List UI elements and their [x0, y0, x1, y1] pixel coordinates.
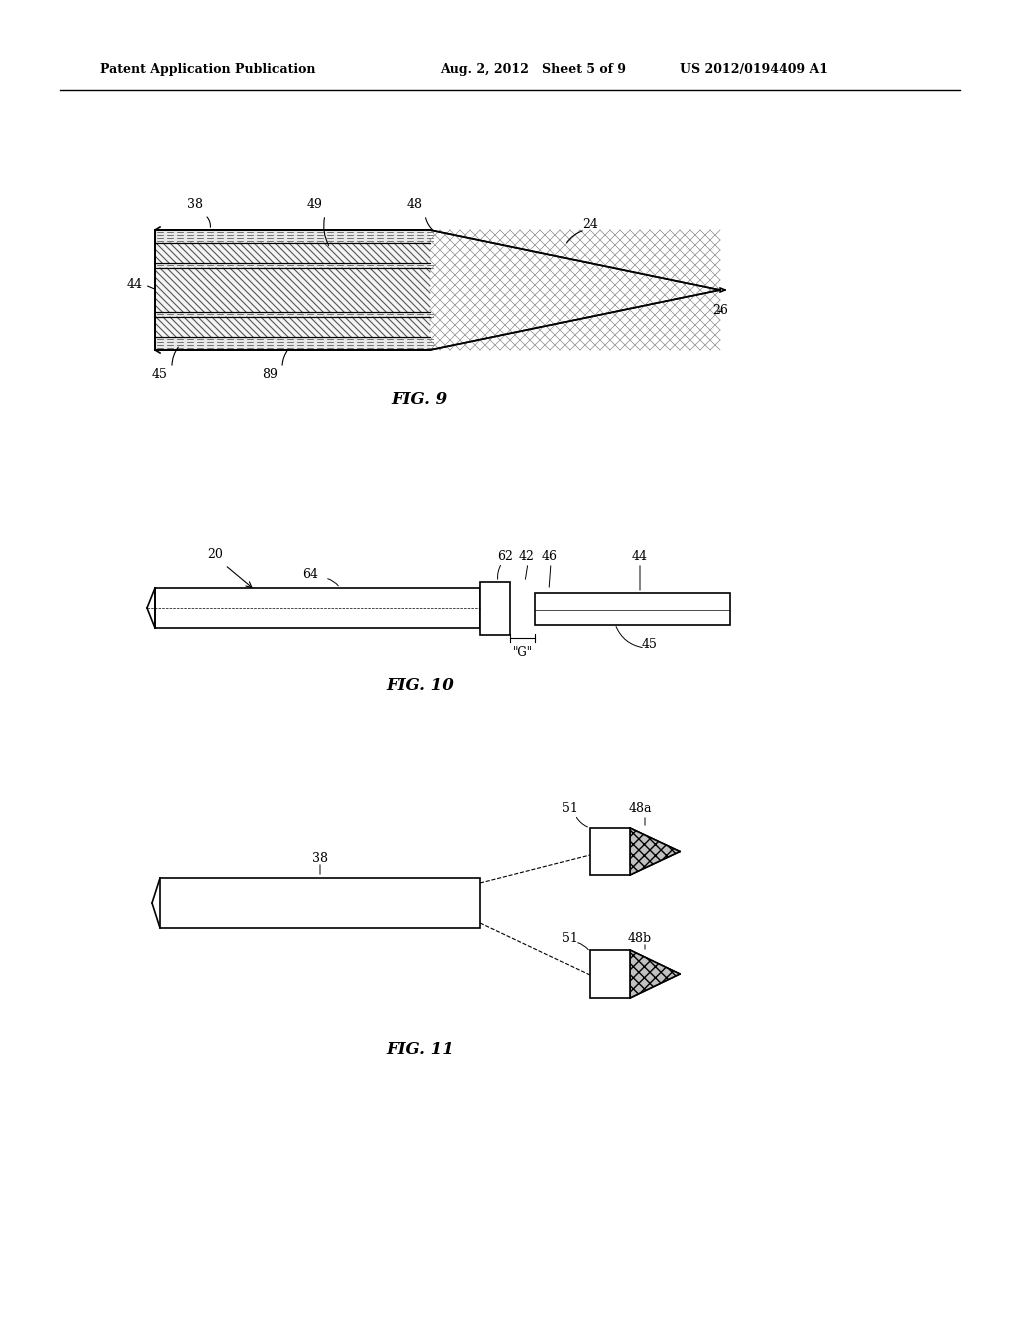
Bar — [155, 312, 430, 317]
Bar — [155, 317, 430, 337]
Polygon shape — [630, 828, 680, 875]
Text: FIG. 11: FIG. 11 — [386, 1041, 454, 1059]
Text: FIG. 10: FIG. 10 — [386, 676, 454, 693]
Text: Aug. 2, 2012   Sheet 5 of 9: Aug. 2, 2012 Sheet 5 of 9 — [440, 63, 626, 77]
Text: 48a: 48a — [629, 801, 651, 814]
Text: 48: 48 — [407, 198, 423, 211]
Text: 26: 26 — [712, 304, 728, 317]
Text: FIG. 9: FIG. 9 — [392, 392, 449, 408]
Text: 44: 44 — [632, 549, 648, 562]
Text: 45: 45 — [152, 368, 168, 381]
Polygon shape — [630, 950, 680, 998]
FancyBboxPatch shape — [155, 587, 480, 628]
Text: 51: 51 — [562, 932, 578, 945]
Text: Patent Application Publication: Patent Application Publication — [100, 63, 315, 77]
Bar — [155, 263, 430, 268]
Text: 49: 49 — [307, 198, 323, 211]
Text: 89: 89 — [262, 368, 278, 381]
Bar — [155, 268, 430, 312]
Bar — [155, 337, 430, 350]
FancyBboxPatch shape — [160, 878, 480, 928]
Text: 24: 24 — [582, 219, 598, 231]
Bar — [155, 230, 430, 243]
Bar — [590, 950, 630, 998]
Text: 64: 64 — [302, 569, 318, 582]
Text: 38: 38 — [312, 851, 328, 865]
Text: US 2012/0194409 A1: US 2012/0194409 A1 — [680, 63, 828, 77]
Bar — [535, 593, 730, 624]
Bar — [155, 243, 430, 263]
Text: 44: 44 — [127, 279, 143, 292]
Text: 38: 38 — [187, 198, 203, 211]
Text: 20: 20 — [207, 549, 223, 561]
Text: 45: 45 — [642, 639, 658, 652]
Text: 62: 62 — [497, 549, 513, 562]
Text: 51: 51 — [562, 801, 578, 814]
Text: 42: 42 — [519, 549, 535, 562]
Bar — [590, 828, 630, 875]
Bar — [480, 582, 510, 635]
Text: 48b: 48b — [628, 932, 652, 945]
Text: 46: 46 — [542, 549, 558, 562]
Text: "G": "G" — [512, 645, 532, 659]
